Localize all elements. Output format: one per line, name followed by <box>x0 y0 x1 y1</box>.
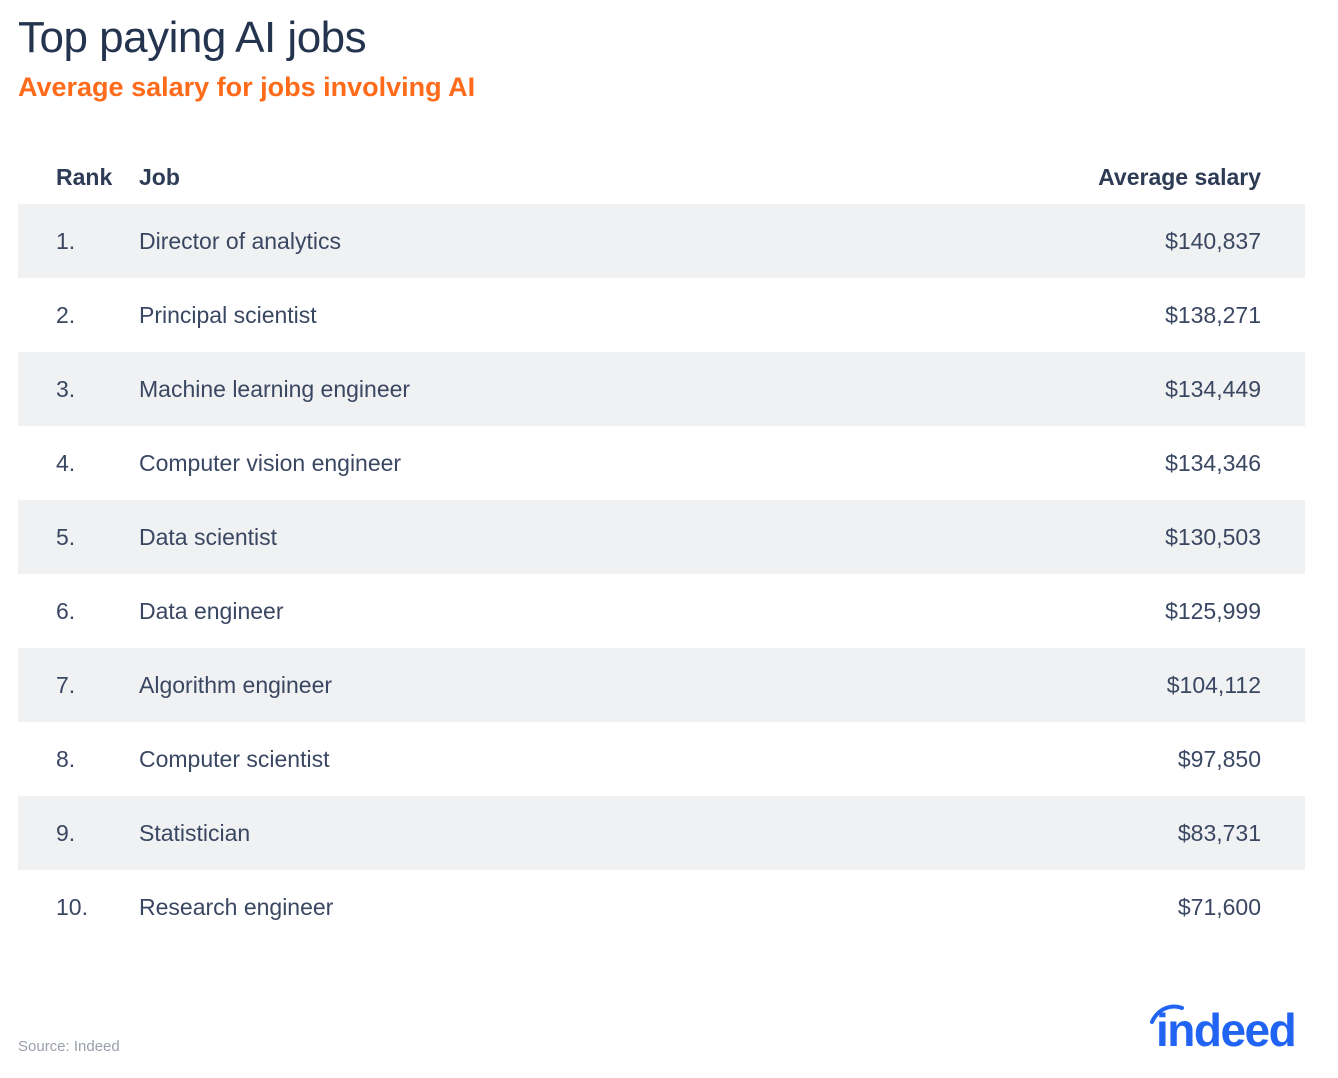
rank-cell: 10. <box>56 894 88 920</box>
job-cell: Data engineer <box>139 598 284 624</box>
table-body: 1. Director of analytics $140,837 2. Princip… <box>18 204 1305 944</box>
column-header-job: Job <box>139 164 180 190</box>
salary-cell: $104,112 <box>1166 672 1261 698</box>
rank-cell: 3. <box>56 376 76 402</box>
page-subtitle: Average salary for jobs involving AI <box>18 72 476 102</box>
table-row: 9. Statistician $83,731 <box>18 796 1305 870</box>
table-row: 7. Algorithm engineer $104,112 <box>18 648 1305 722</box>
rank-cell: 8. <box>56 746 76 772</box>
rank-cell: 2. <box>56 302 76 328</box>
job-cell: Director of analytics <box>139 228 341 254</box>
table-row: 8. Computer scientist $97,850 <box>18 722 1305 796</box>
rank-cell: 5. <box>56 524 76 550</box>
salary-cell: $125,999 <box>1165 598 1261 624</box>
source-note: Source: Indeed <box>18 1038 120 1055</box>
column-header-salary: Average salary <box>1098 164 1261 190</box>
table-row: 2. Principal scientist $138,271 <box>18 278 1305 352</box>
job-cell: Statistician <box>139 820 251 846</box>
logo-wordmark: indeed <box>1156 1004 1297 1056</box>
rank-cell: 7. <box>56 672 76 698</box>
table-row: 6. Data engineer $125,999 <box>18 574 1305 648</box>
job-cell: Research engineer <box>139 894 334 920</box>
logo-arc-icon <box>1150 1004 1184 1024</box>
job-cell: Machine learning engineer <box>139 376 411 402</box>
rank-cell: 9. <box>56 820 76 846</box>
rank-cell: 6. <box>56 598 76 624</box>
rank-cell: 1. <box>56 228 76 254</box>
table-row: 3. Machine learning engineer $134,449 <box>18 352 1305 426</box>
salary-cell: $97,850 <box>1177 746 1261 772</box>
salary-cell: $140,837 <box>1165 228 1261 254</box>
salary-cell: $71,600 <box>1177 894 1261 920</box>
table-row: 5. Data scientist $130,503 <box>18 500 1305 574</box>
indeed-logo: indeed <box>1148 1000 1310 1060</box>
salary-cell: $83,731 <box>1177 820 1261 846</box>
salary-table: Rank Job Average salary 1. Director of an… <box>18 152 1305 944</box>
job-cell: Algorithm engineer <box>139 672 333 698</box>
job-cell: Computer vision engineer <box>139 450 402 476</box>
job-cell: Data scientist <box>139 524 278 550</box>
page-title: Top paying AI jobs <box>18 13 367 62</box>
table-row: 10. Research engineer $71,600 <box>18 870 1305 944</box>
job-cell: Principal scientist <box>139 302 317 328</box>
job-cell: Computer scientist <box>139 746 330 772</box>
salary-cell: $134,346 <box>1165 450 1261 476</box>
column-header-rank: Rank <box>56 164 113 190</box>
table-row: 4. Computer vision engineer $134,346 <box>18 426 1305 500</box>
table-row: 1. Director of analytics $140,837 <box>18 204 1305 278</box>
rank-cell: 4. <box>56 450 76 476</box>
salary-cell: $134,449 <box>1165 376 1261 402</box>
salary-cell: $138,271 <box>1165 302 1261 328</box>
salary-cell: $130,503 <box>1165 524 1261 550</box>
table-header: Rank Job Average salary <box>18 152 1305 204</box>
